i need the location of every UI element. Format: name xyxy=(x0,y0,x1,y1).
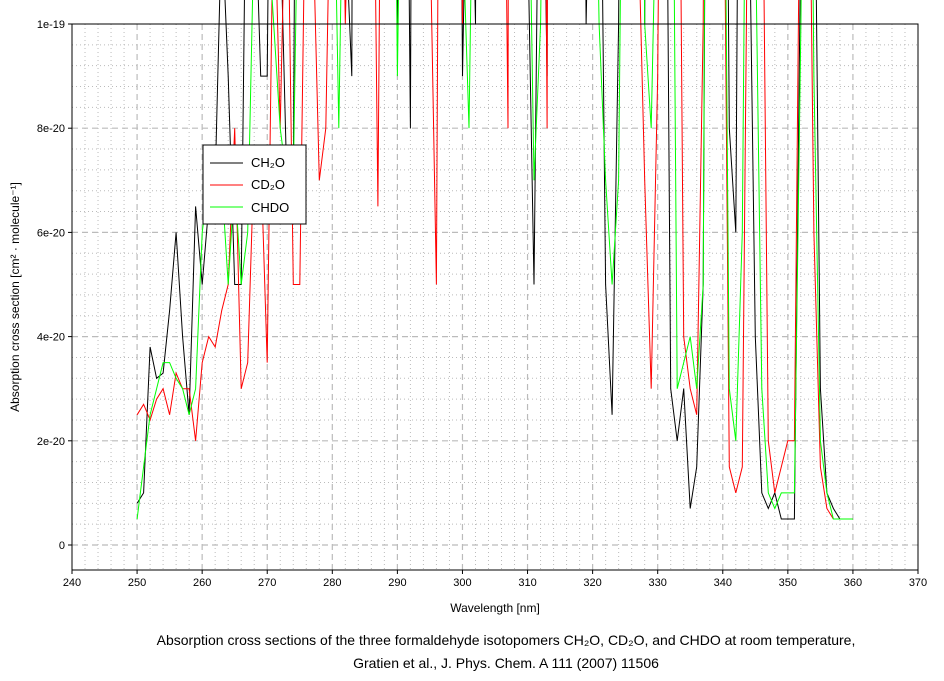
y-tick-label: 8e-20 xyxy=(37,123,65,135)
grid xyxy=(72,24,918,570)
x-tick-label: 370 xyxy=(909,577,927,589)
legend: CH₂O CD₂O CHDO xyxy=(202,144,307,225)
x-tick-label: 250 xyxy=(128,577,146,589)
x-tick-label: 300 xyxy=(453,577,471,589)
y-tick-label: 4e-20 xyxy=(37,332,65,344)
x-axis-ticks: 240 250 260 270 280 290 300 310 320 330 340 350 360 3… xyxy=(63,570,927,589)
y-axis-ticks: 0 2e-20 4e-20 6e-20 8e-20 1e-19 xyxy=(37,19,72,552)
x-tick-label: 340 xyxy=(714,577,732,589)
series-line-cho xyxy=(136,0,853,520)
x-axis-label: Wavelength [nm] xyxy=(450,601,540,615)
series-line-chdo xyxy=(136,0,853,520)
legend-label-chdo: CHDO xyxy=(251,200,289,215)
legend-label-cd2o: CD₂O xyxy=(251,177,285,192)
caption-line-2: Gratien et al., J. Phys. Chem. A 111 (20… xyxy=(353,655,659,671)
legend-label-ch2o: CH₂O xyxy=(251,155,285,170)
x-tick-label: 330 xyxy=(649,577,667,589)
x-tick-label: 270 xyxy=(258,577,276,589)
plot-frame xyxy=(71,23,919,571)
x-tick-label: 310 xyxy=(518,577,536,589)
y-tick-label: 2e-20 xyxy=(37,436,65,448)
x-tick-label: 360 xyxy=(844,577,862,589)
x-tick-label: 350 xyxy=(779,577,797,589)
x-tick-label: 240 xyxy=(63,577,81,589)
y-tick-label: 1e-19 xyxy=(37,19,65,31)
x-tick-label: 290 xyxy=(388,577,406,589)
y-tick-label: 6e-20 xyxy=(37,227,65,239)
x-tick-label: 260 xyxy=(193,577,211,589)
y-axis-label: Absorption cross section [cm² · molecule… xyxy=(8,182,22,412)
x-tick-label: 280 xyxy=(323,577,341,589)
y-tick-label: 0 xyxy=(59,540,65,552)
x-tick-label: 320 xyxy=(583,577,601,589)
caption-line-1: Absorption cross sections of the three f… xyxy=(157,632,856,648)
